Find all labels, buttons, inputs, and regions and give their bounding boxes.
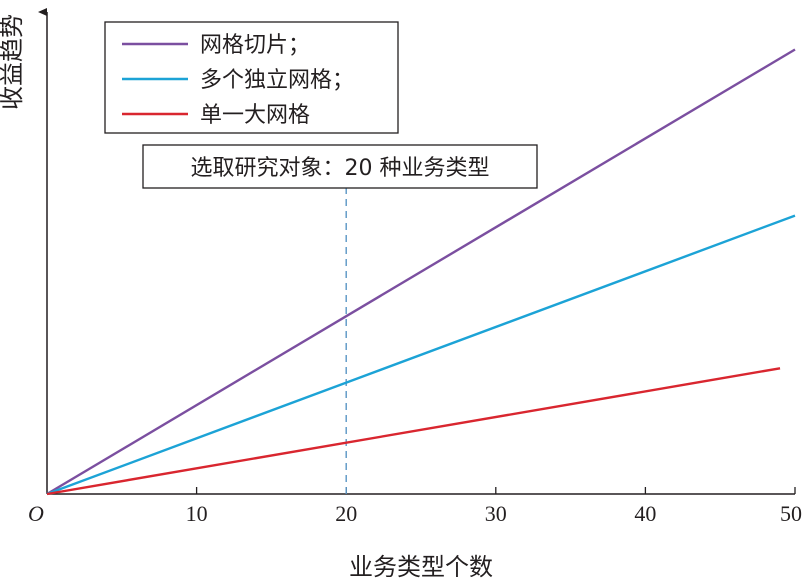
legend: 网格切片； 多个独立网格； 单一大网格: [104, 21, 399, 134]
legend-label-1: 网格切片；: [200, 33, 310, 58]
x-tick-label: 20: [335, 501, 357, 526]
x-tick-label: 10: [186, 501, 208, 526]
x-tick-label: 30: [485, 501, 507, 526]
series-line-3: [46, 367, 781, 496]
series-line-1: [46, 48, 796, 496]
y-axis-label: 收益趋势: [0, 14, 26, 110]
x-tick-label: 40: [634, 501, 656, 526]
origin-label: O: [28, 501, 44, 526]
legend-label-3: 单一大网格: [200, 103, 310, 128]
x-ticks: 10 20 30 40 50: [186, 487, 802, 526]
x-axis-label: 业务类型个数: [349, 553, 493, 580]
annotation-label: 选取研究对象：20 种业务类型: [191, 156, 490, 181]
legend-label-2: 多个独立网格；: [200, 68, 354, 93]
x-tick-label: 50: [780, 501, 802, 526]
series-lines: [46, 48, 796, 496]
series-line-2: [46, 214, 796, 496]
annotation-frame: [142, 144, 538, 189]
annotation-box: 选取研究对象：20 种业务类型: [142, 144, 538, 189]
